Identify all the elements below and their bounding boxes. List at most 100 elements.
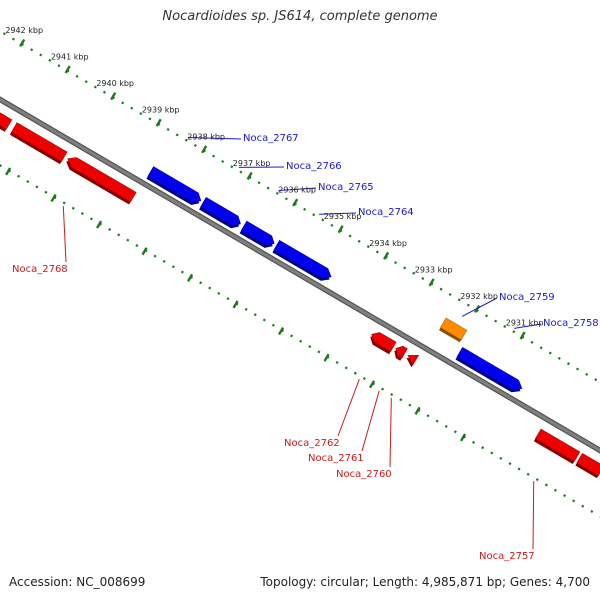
accession-text: Accession: NC_008699	[9, 575, 146, 589]
gene-glyph-noca-2768-part-1[interactable]	[0, 103, 13, 132]
ruler-lower-minor-tick	[317, 350, 321, 354]
ruler-lower-minor-tick	[444, 424, 448, 428]
ruler-upper-minor-tick	[348, 234, 352, 238]
ruler-lower-minor-tick	[426, 414, 430, 418]
ruler-upper-minor-tick	[512, 330, 516, 334]
ruler-lower-major-tick	[368, 380, 376, 389]
ruler-upper-minor-tick	[503, 324, 507, 328]
ruler-upper-minor-tick	[39, 53, 43, 57]
gene-label-noca-2764[interactable]: Noca_2764	[358, 207, 414, 218]
gene-glyph-noca-2764[interactable]	[272, 239, 333, 284]
ruler-upper-major-tick	[246, 171, 253, 181]
ruler-upper-minor-tick	[193, 143, 197, 148]
ruler-upper-minor-tick	[457, 298, 461, 302]
gene-label-noca-2767[interactable]: Noca_2767	[243, 133, 299, 144]
ruler-lower-minor-tick	[0, 164, 2, 168]
gene-glyph-noca-2768-part-2[interactable]	[9, 122, 68, 165]
ruler-upper-minor-tick	[75, 74, 79, 78]
ruler-upper-minor-tick	[257, 181, 261, 185]
gene-glyph-noca-2762[interactable]	[367, 330, 397, 355]
leader-line-noca-2768	[62, 205, 67, 263]
ruler-lower-minor-tick	[271, 323, 275, 327]
ruler-upper-minor-tick	[284, 197, 288, 201]
backbone-line	[0, 97, 600, 453]
tick-label-2937: 2937 kbp	[233, 159, 271, 168]
gene-label-noca-2758[interactable]: Noca_2758	[543, 318, 599, 329]
ruler-upper-minor-tick	[230, 165, 234, 169]
ruler-upper	[2, 32, 598, 382]
leader-line-noca-2760	[389, 397, 392, 468]
ruler-lower-minor-tick	[399, 398, 403, 402]
ruler-lower-minor-tick	[62, 201, 66, 205]
gene-label-noca-2766[interactable]: Noca_2766	[286, 161, 342, 172]
ruler-upper-major-tick	[428, 278, 435, 287]
ruler-lower	[0, 164, 600, 518]
ruler-upper-minor-tick	[421, 277, 425, 281]
ruler-lower-minor-tick	[563, 494, 567, 498]
ruler-upper-minor-tick	[175, 133, 179, 137]
ruler-lower-minor-tick	[253, 313, 257, 317]
tick-label-2941: 2941 kbp	[51, 53, 89, 62]
ruler-lower-major-tick	[323, 353, 330, 362]
ruler-lower-minor-tick	[508, 462, 512, 466]
gene-glyph-noca-2768-part-3[interactable]	[63, 154, 137, 205]
tick-label-2935: 2935 kbp	[324, 212, 362, 221]
ruler-upper-major-tick	[19, 38, 26, 47]
gene-glyph-noca-2758[interactable]	[455, 346, 524, 395]
gene-glyph-noca-2767[interactable]	[146, 166, 203, 208]
gene-label-noca-2761[interactable]: Noca_2761	[308, 453, 364, 464]
gene-glyph-noca-2761[interactable]	[392, 344, 408, 361]
ruler-lower-minor-tick	[244, 307, 248, 311]
ruler-upper-major-tick	[383, 251, 390, 260]
ruler-upper-minor-tick	[130, 106, 134, 110]
genome-title: Nocardioides sp. JS614, complete genome	[162, 9, 438, 24]
gene-label-noca-2765[interactable]: Noca_2765	[318, 182, 374, 193]
ruler-upper-minor-tick	[403, 266, 407, 270]
ruler-lower-minor-tick	[335, 361, 339, 365]
ruler-upper-minor-tick	[366, 245, 370, 249]
ruler-lower-major-tick	[5, 167, 12, 176]
tick-label-2936: 2936 kbp	[278, 186, 316, 195]
ruler-lower-minor-tick	[490, 451, 494, 455]
gene-label-noca-2760[interactable]: Noca_2760	[336, 469, 392, 480]
ruler-upper-major-tick	[64, 65, 71, 74]
ruler-lower-minor-tick	[353, 371, 357, 375]
ruler-upper-minor-tick	[2, 32, 6, 36]
ruler-upper-minor-tick	[139, 112, 143, 116]
gene-glyph-noca-2757-part-1[interactable]	[533, 428, 581, 464]
ruler-upper-minor-tick	[585, 372, 589, 376]
leader-line-noca-2762	[337, 378, 360, 437]
ruler-upper-minor-tick	[221, 159, 225, 163]
gene-label-noca-2762[interactable]: Noca_2762	[284, 438, 340, 449]
gene-label-noca-2759[interactable]: Noca_2759	[499, 292, 555, 303]
ruler-lower-minor-tick	[453, 430, 457, 434]
ruler-upper-minor-tick	[576, 367, 580, 371]
ruler-lower-minor-tick	[162, 259, 166, 263]
ruler-upper-minor-tick	[321, 218, 325, 222]
gene-label-noca-2757[interactable]: Noca_2757	[479, 551, 535, 562]
ruler-lower-minor-tick	[390, 392, 394, 396]
gene-glyph-noca-2757-part-2[interactable]	[575, 453, 600, 479]
ruler-lower-minor-tick	[126, 238, 130, 242]
ruler-upper-minor-tick	[148, 117, 152, 121]
gene-glyph-noca-2765[interactable]	[239, 220, 277, 251]
gene-glyph-noca-2759[interactable]	[439, 317, 468, 343]
ruler-upper-minor-tick	[48, 58, 52, 62]
gene-glyph-noca-2760[interactable]	[404, 351, 420, 368]
ruler-lower-minor-tick	[71, 206, 75, 210]
ruler-upper-minor-tick	[375, 250, 379, 254]
ruler-upper-minor-tick	[84, 80, 88, 84]
leader-line-noca-2757	[532, 481, 535, 550]
ruler-lower-minor-tick	[17, 174, 21, 178]
ruler-upper-major-tick	[519, 331, 526, 340]
gene-label-noca-2768[interactable]: Noca_2768	[12, 264, 68, 275]
ruler-upper-minor-tick	[102, 90, 106, 94]
ruler-upper-minor-tick	[330, 223, 334, 227]
ruler-lower-minor-tick	[544, 483, 548, 487]
gene-glyph-noca-2766[interactable]	[199, 197, 243, 231]
ruler-upper-minor-tick	[548, 351, 552, 355]
leader-line-noca-2759	[461, 297, 498, 317]
leader-line-noca-2765	[278, 187, 317, 192]
